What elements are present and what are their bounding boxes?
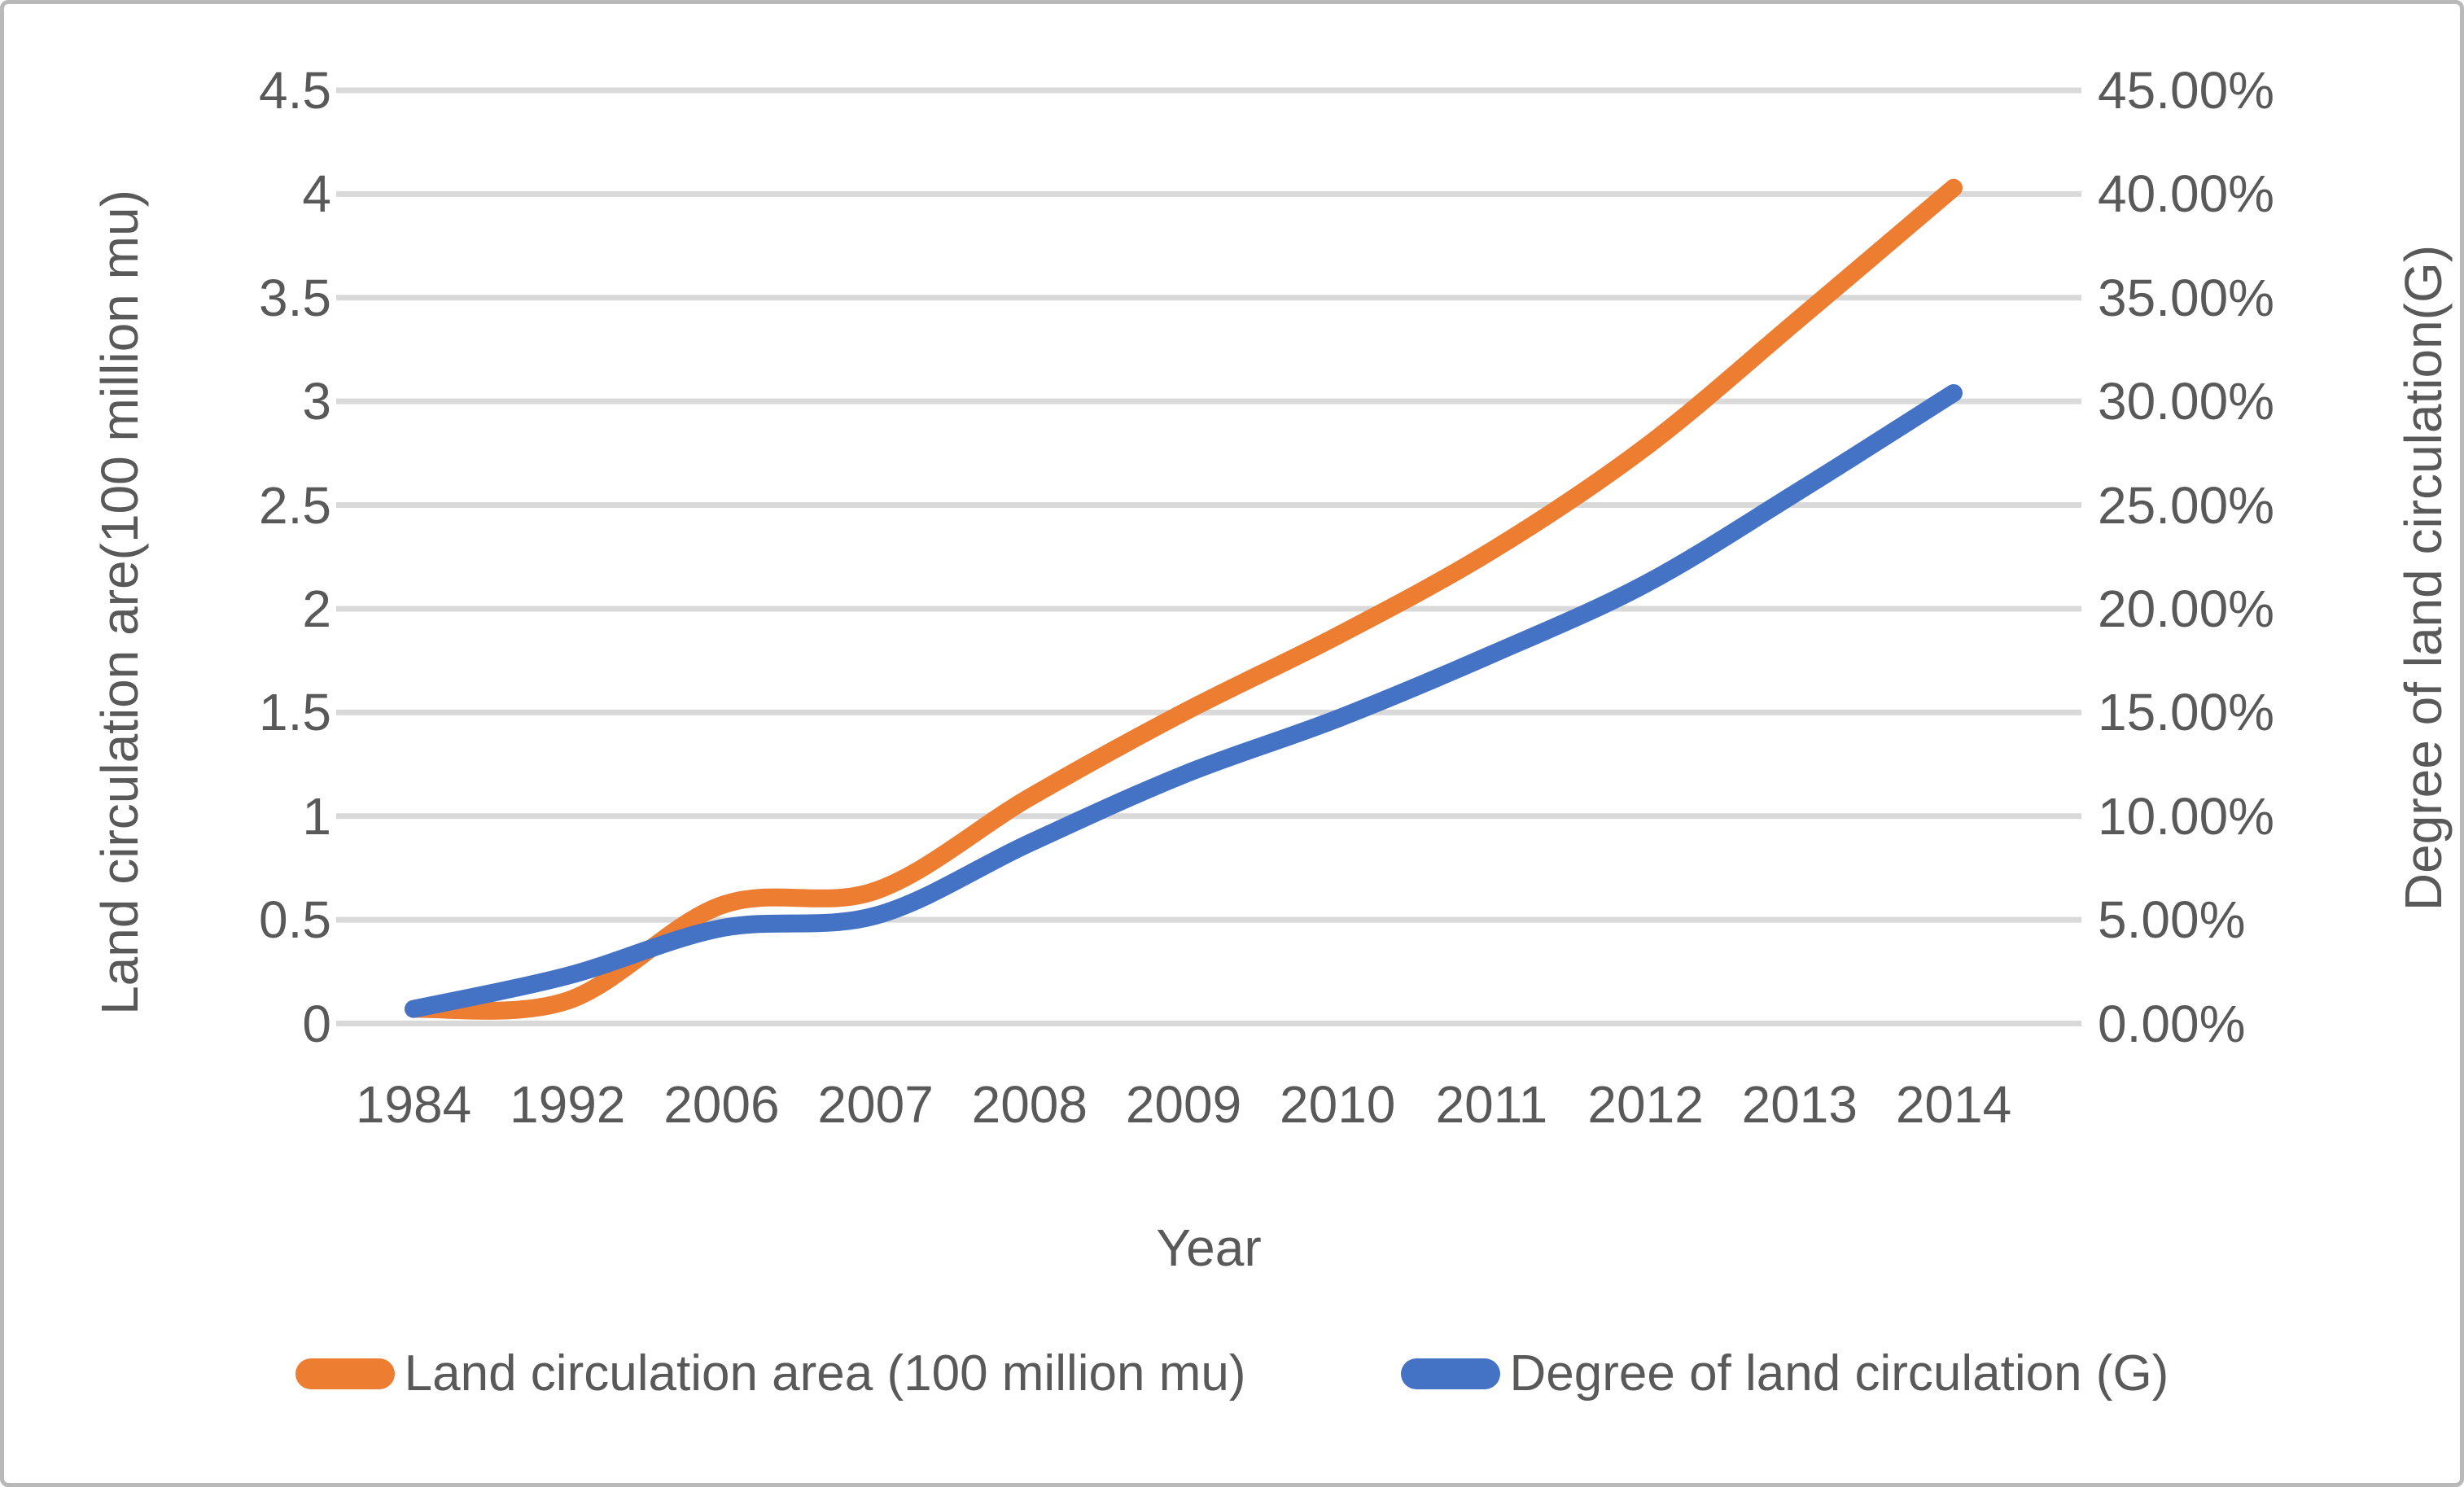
x-axis-tick: 2012 bbox=[1587, 1075, 1704, 1134]
legend-label-degree: Degree of land circulation (G) bbox=[1509, 1345, 2169, 1402]
degree-series-swatch-icon bbox=[1400, 1358, 1500, 1389]
left-axis-title: Land circulation are(100 million mu) bbox=[90, 190, 149, 1015]
right-axis-tick: 35.00% bbox=[2098, 268, 2275, 327]
legend-label-area: Land circulation area (100 million mu) bbox=[404, 1345, 1246, 1402]
legend-item-degree: Degree of land circulation (G) bbox=[1400, 1345, 2169, 1402]
right-axis-tick: 15.00% bbox=[2098, 683, 2275, 742]
x-axis-tick: 2006 bbox=[663, 1075, 780, 1134]
legend-item-area: Land circulation area (100 million mu) bbox=[295, 1349, 1246, 1399]
x-axis-tick: 2008 bbox=[971, 1075, 1088, 1134]
plot-canvas bbox=[336, 87, 2081, 1026]
x-axis-tick: 1984 bbox=[355, 1075, 472, 1134]
left-axis-tick: 1 bbox=[302, 786, 331, 846]
left-axis-tick: 2.5 bbox=[259, 475, 331, 535]
left-axis-tick: 1.5 bbox=[259, 683, 331, 742]
x-axis-tick: 2010 bbox=[1280, 1075, 1396, 1134]
right-axis-tick: 10.00% bbox=[2098, 786, 2275, 846]
left-axis-tick: 2 bbox=[302, 579, 331, 638]
left-axis-tick: 4.5 bbox=[259, 61, 331, 120]
left-axis-tick: 4 bbox=[302, 164, 331, 224]
legend: Land circulation area (100 million mu) D… bbox=[4, 1349, 2460, 1399]
left-axis-tick: 0.5 bbox=[259, 890, 331, 950]
area-series-swatch-icon bbox=[295, 1358, 395, 1389]
left-axis-tick: 3.5 bbox=[259, 268, 331, 327]
left-axis-tick: 3 bbox=[302, 372, 331, 431]
right-axis-tick: 20.00% bbox=[2098, 579, 2275, 638]
right-axis-tick: 5.00% bbox=[2098, 890, 2246, 950]
x-axis-tick: 2009 bbox=[1125, 1075, 1242, 1134]
x-axis-tick: 2011 bbox=[1435, 1075, 1548, 1134]
area-series-line bbox=[405, 178, 1963, 1020]
x-axis-tick: 2013 bbox=[1741, 1075, 1858, 1134]
right-axis-tick: 25.00% bbox=[2098, 475, 2275, 535]
right-axis-tick: 45.00% bbox=[2098, 61, 2275, 120]
degree-series-line bbox=[405, 383, 1963, 1018]
x-axis-tick: 2007 bbox=[817, 1075, 934, 1134]
x-axis-tick: 2014 bbox=[1895, 1075, 2012, 1134]
x-axis-tick: 1992 bbox=[510, 1075, 626, 1134]
x-axis-title: Year bbox=[1156, 1218, 1262, 1277]
right-axis-title: Degree of land circulation(G) bbox=[2394, 244, 2453, 912]
right-axis-tick: 40.00% bbox=[2098, 164, 2275, 224]
right-axis-tick: 0.00% bbox=[2098, 994, 2246, 1053]
right-axis-tick: 30.00% bbox=[2098, 372, 2275, 431]
left-axis-tick: 0 bbox=[302, 994, 331, 1053]
